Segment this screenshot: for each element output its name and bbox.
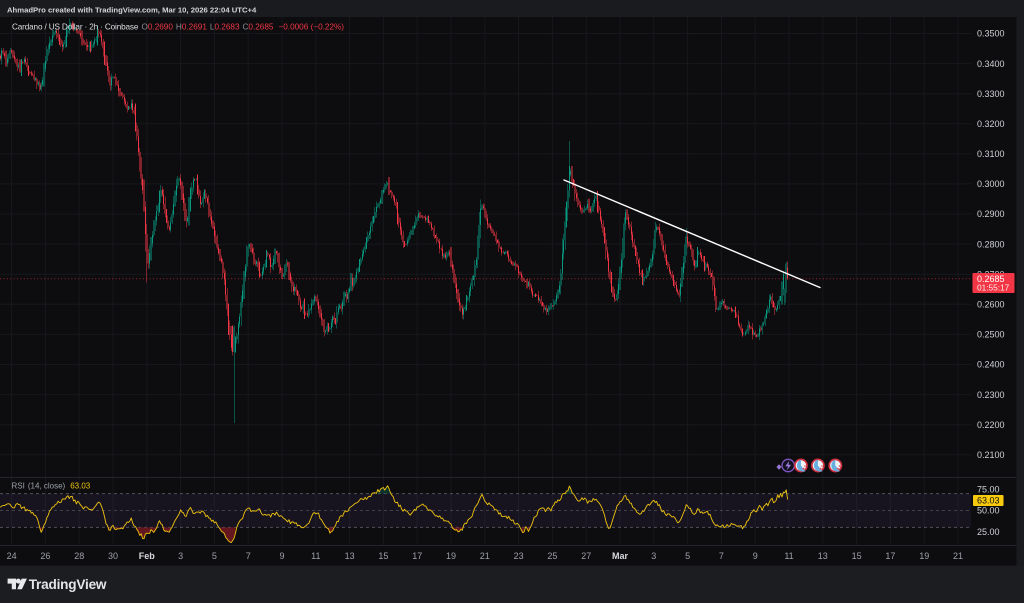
svg-text:7: 7 <box>719 551 724 561</box>
svg-text:0.2200: 0.2200 <box>977 420 1005 430</box>
svg-text:AhmadPro created with TradingV: AhmadPro created with TradingView.com, M… <box>7 6 257 15</box>
svg-text:0.2100: 0.2100 <box>977 450 1005 460</box>
svg-text:0.2600: 0.2600 <box>977 300 1005 310</box>
svg-text:13: 13 <box>818 551 828 561</box>
svg-text:3: 3 <box>651 551 656 561</box>
svg-text:0.3400: 0.3400 <box>977 59 1005 69</box>
svg-text:24: 24 <box>7 551 17 561</box>
svg-text:7: 7 <box>246 551 251 561</box>
svg-text:26: 26 <box>40 551 50 561</box>
svg-text:13: 13 <box>345 551 355 561</box>
svg-text:Cardano / US Dollar · 2h · Coi: Cardano / US Dollar · 2h · Coinbase <box>12 22 139 31</box>
svg-text:19: 19 <box>919 551 929 561</box>
svg-text:0.2500: 0.2500 <box>977 330 1005 340</box>
svg-text:19: 19 <box>446 551 456 561</box>
svg-text:0.3500: 0.3500 <box>977 29 1005 39</box>
svg-text:50.00: 50.00 <box>977 506 1000 516</box>
svg-text:0.2300: 0.2300 <box>977 390 1005 400</box>
svg-text:21: 21 <box>953 551 963 561</box>
svg-text:0.3200: 0.3200 <box>977 119 1005 129</box>
svg-text:Mar: Mar <box>612 551 629 561</box>
svg-text:11: 11 <box>784 551 793 561</box>
svg-text:5: 5 <box>685 551 690 561</box>
svg-text:17: 17 <box>412 551 422 561</box>
svg-text:15: 15 <box>852 551 862 561</box>
svg-text:01:55:17: 01:55:17 <box>977 283 1010 293</box>
svg-text:75.00: 75.00 <box>977 485 1000 495</box>
svg-text:9: 9 <box>753 551 758 561</box>
svg-text:5: 5 <box>212 551 217 561</box>
svg-text:0.2900: 0.2900 <box>977 209 1005 219</box>
svg-text:0.3300: 0.3300 <box>977 89 1005 99</box>
svg-text:RSI(14, close)63.03: RSI (14, close) 63.03 <box>12 482 91 491</box>
svg-text:0.2800: 0.2800 <box>977 239 1005 249</box>
svg-text:TradingView: TradingView <box>29 577 107 592</box>
svg-text:0.3000: 0.3000 <box>977 179 1005 189</box>
svg-text:0.2685: 0.2685 <box>977 274 1005 284</box>
svg-text:63.03: 63.03 <box>977 496 1000 506</box>
svg-text:15: 15 <box>378 551 388 561</box>
svg-text:28: 28 <box>74 551 84 561</box>
svg-text:Feb: Feb <box>139 551 156 561</box>
svg-text:3: 3 <box>178 551 183 561</box>
svg-text:30: 30 <box>108 551 118 561</box>
svg-text:21: 21 <box>480 551 490 561</box>
svg-text:0.2400: 0.2400 <box>977 360 1005 370</box>
svg-text:25.00: 25.00 <box>977 527 1000 537</box>
svg-text:11: 11 <box>311 551 320 561</box>
svg-text:17: 17 <box>885 551 895 561</box>
svg-text:25: 25 <box>547 551 557 561</box>
svg-text:9: 9 <box>279 551 284 561</box>
svg-text:27: 27 <box>581 551 591 561</box>
svg-text:0.3100: 0.3100 <box>977 149 1005 159</box>
svg-text:23: 23 <box>514 551 524 561</box>
